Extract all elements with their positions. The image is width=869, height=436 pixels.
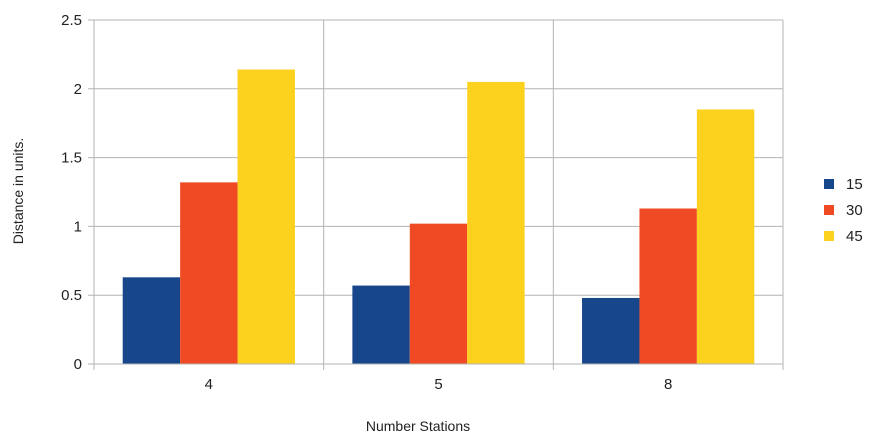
legend-label-15: 15 xyxy=(846,176,863,193)
legend-swatch-30 xyxy=(824,205,834,215)
bar-series-45-cat-8 xyxy=(696,109,755,364)
x-tick-label: 8 xyxy=(664,376,672,393)
bar-series-15-cat-4 xyxy=(122,277,181,364)
bars xyxy=(122,69,755,365)
x-axis-title: Number Stations xyxy=(366,418,470,434)
legend-swatch-45 xyxy=(824,231,834,241)
legend: 15 30 45 xyxy=(824,176,863,245)
y-tick-label: 1.5 xyxy=(61,150,82,167)
legend-label-45: 45 xyxy=(846,228,863,245)
bar-series-30-cat-8 xyxy=(639,208,697,364)
legend-swatch-15 xyxy=(824,179,834,189)
y-tick-label: 2 xyxy=(74,81,82,98)
bar-series-15-cat-5 xyxy=(352,285,410,364)
y-tick-label: 0 xyxy=(74,356,82,373)
x-tick-label: 4 xyxy=(205,376,213,393)
axes xyxy=(88,20,783,365)
bar-series-45-cat-4 xyxy=(237,69,295,364)
bar-series-15-cat-8 xyxy=(582,297,640,364)
tick-labels: 0 0.5 1 1.5 2 2.5 4 5 8 xyxy=(61,12,672,393)
bar-series-45-cat-5 xyxy=(467,81,525,365)
bar-series-30-cat-5 xyxy=(409,223,468,364)
legend-label-30: 30 xyxy=(846,202,863,219)
bar-series-30-cat-4 xyxy=(180,182,238,364)
y-tick-label: 1 xyxy=(74,218,82,235)
y-tick-label: 2.5 xyxy=(61,12,82,29)
y-tick-label: 0.5 xyxy=(61,287,82,304)
y-axis-title: Distance in units. xyxy=(10,138,26,245)
x-tick-label: 5 xyxy=(434,376,442,393)
